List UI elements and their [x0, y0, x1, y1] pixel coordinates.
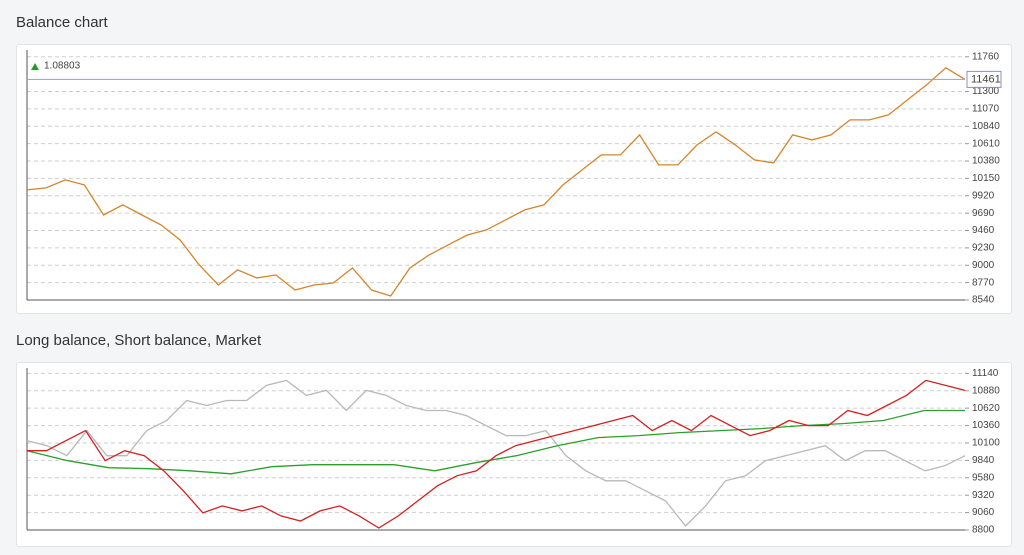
- y-tick-label: 9690: [972, 208, 995, 219]
- y-tick-label: 10150: [972, 173, 1000, 184]
- y-tick-label: 11760: [972, 51, 1000, 62]
- y-tick-label: 9580: [972, 472, 995, 483]
- y-tick-label: 11070: [972, 104, 1000, 115]
- current-value-box: [966, 70, 1002, 88]
- y-tick-label: 11140: [972, 368, 999, 379]
- y-tick-label: 8770: [972, 277, 995, 288]
- y-tick-label: 10360: [972, 420, 1000, 431]
- series-line: [27, 379, 966, 529]
- y-tick-label: 10610: [972, 138, 1000, 149]
- y-tick-label: 11300: [972, 86, 1000, 97]
- y-tick-label: 8800: [972, 525, 995, 536]
- y-tick-label: 10840: [972, 121, 1000, 132]
- panel: [16, 362, 1012, 547]
- panel-title: Long balance, Short balance, Market: [16, 332, 262, 349]
- y-tick-label: 9060: [972, 507, 995, 518]
- panel-title: Balance chart: [16, 14, 108, 31]
- y-tick-label: 9460: [972, 225, 995, 236]
- y-tick-label: 10880: [972, 385, 1000, 396]
- y-tick-label: 9320: [972, 490, 995, 501]
- y-tick-label: 9230: [972, 243, 995, 254]
- series-line: [26, 379, 966, 527]
- annotation: 1.08803: [44, 61, 81, 72]
- y-tick-label: 10100: [972, 438, 1000, 449]
- current-value-label: 11461: [971, 73, 1001, 85]
- up-arrow: [31, 63, 39, 70]
- y-tick-label: 9920: [972, 190, 995, 201]
- y-tick-label: 8540: [972, 295, 995, 306]
- y-tick-label: 10380: [972, 156, 1000, 167]
- y-tick-label: 9840: [972, 455, 995, 466]
- y-tick-label: 10620: [972, 403, 1000, 414]
- panel: [16, 44, 1012, 314]
- y-tick-label: 9000: [972, 260, 995, 271]
- series-line: [26, 66, 966, 297]
